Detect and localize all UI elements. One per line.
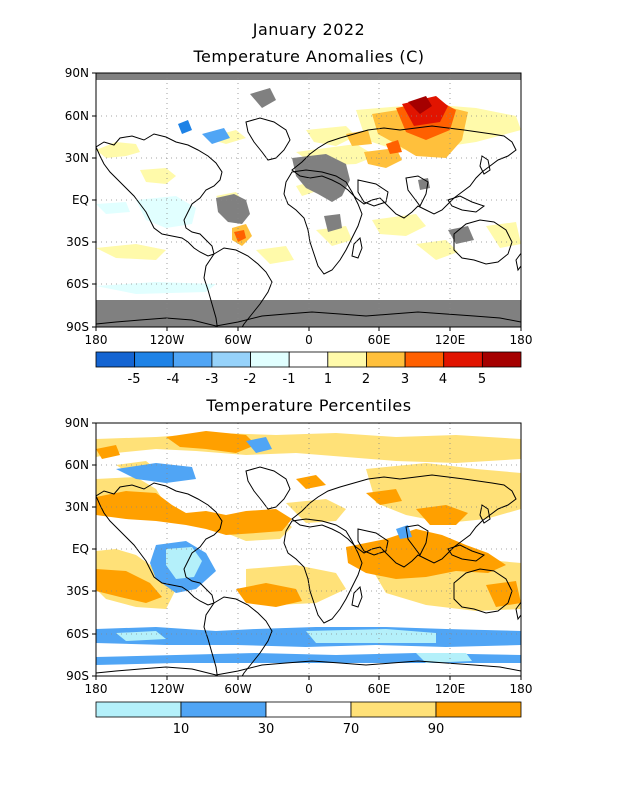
colorbar-label: 30	[258, 722, 275, 737]
lon-label: 120W	[150, 682, 185, 696]
missing-data-north	[96, 73, 521, 80]
percentile-gridlines	[96, 423, 521, 676]
lat-label: 60N	[65, 458, 89, 472]
colorbar-label: 90	[428, 722, 445, 737]
colorbar-swatch	[481, 351, 522, 368]
anomaly-panel-title: Temperature Anomalies (C)	[193, 47, 425, 66]
colorbar-swatch	[288, 351, 329, 368]
anomaly-gridlines	[96, 73, 521, 327]
cool-anomaly-regions	[96, 120, 244, 294]
lon-label: 120W	[150, 333, 185, 347]
colorbar-label: 2	[362, 372, 370, 387]
lat-label: 60S	[66, 277, 89, 291]
much-above-normal-regions	[96, 431, 521, 607]
colorbar-swatch	[95, 701, 182, 718]
lon-label: 120E	[435, 333, 466, 347]
lat-label: 90N	[65, 66, 89, 80]
colorbar-label: 3	[401, 372, 409, 387]
lon-label: 180	[85, 333, 108, 347]
period-title: January 2022	[252, 20, 366, 39]
lon-label: 60W	[224, 682, 251, 696]
lon-label: 0	[305, 682, 313, 696]
much-below-normal-regions	[116, 547, 472, 663]
colorbar-swatch	[95, 351, 136, 368]
percentile-colorbar: 10 30 70 90	[95, 701, 522, 737]
colorbar-label: 1	[324, 372, 332, 387]
lon-label: 180	[510, 333, 533, 347]
percentile-panel-title: Temperature Percentiles	[206, 396, 412, 415]
colorbar-label: 10	[173, 722, 190, 737]
lon-label: 120E	[435, 682, 466, 696]
colorbar-swatch	[366, 351, 406, 368]
anomaly-colorbar: -5 -4 -3 -2 -1 1 2 3 4 5	[95, 351, 522, 387]
lat-label: 30S	[66, 584, 89, 598]
colorbar-swatch	[265, 701, 352, 718]
lon-label: 180	[85, 682, 108, 696]
lat-label: 90S	[66, 320, 89, 334]
lon-label: 60E	[368, 333, 391, 347]
colorbar-label: 5	[478, 372, 486, 387]
lat-label: 90S	[66, 669, 89, 683]
colorbar-label: -5	[128, 372, 141, 387]
warm-anomaly-regions	[96, 96, 521, 264]
colorbar-swatch	[435, 701, 522, 718]
lon-label: 180	[510, 682, 533, 696]
colorbar-label: -1	[283, 372, 296, 387]
colorbar-swatch	[350, 701, 437, 718]
lat-label: 30N	[65, 151, 89, 165]
lon-label: 60W	[224, 333, 251, 347]
lon-label: 0	[305, 333, 313, 347]
lat-label: 30N	[65, 500, 89, 514]
colorbar-label: -3	[206, 372, 219, 387]
colorbar-swatch	[180, 701, 267, 718]
lon-label: 60E	[368, 682, 391, 696]
colorbar-swatch	[134, 351, 174, 368]
colorbar-label: 4	[439, 372, 447, 387]
colorbar-swatch	[443, 351, 483, 368]
lat-label: 30S	[66, 235, 89, 249]
lat-label: 60N	[65, 109, 89, 123]
colorbar-swatch	[327, 351, 367, 368]
colorbar-swatch	[404, 351, 445, 368]
lat-label: 90N	[65, 416, 89, 430]
colorbar-swatch	[172, 351, 213, 368]
anomaly-map: 90N 60N 30N EQ 30S 60S 90S 180 120W 60W …	[65, 66, 533, 347]
colorbar-label: -2	[244, 372, 257, 387]
missing-data-south	[96, 300, 521, 327]
colorbar-label: 70	[343, 722, 360, 737]
colorbar-swatch	[250, 351, 290, 368]
colorbar-label: -4	[167, 372, 180, 387]
lat-label: 60S	[66, 627, 89, 641]
lat-label: EQ	[72, 542, 89, 556]
percentile-map: 90N 60N 30N EQ 30S 60S 90S 180 120W 60W …	[65, 416, 533, 696]
lat-label: EQ	[72, 193, 89, 207]
colorbar-swatch	[211, 351, 251, 368]
